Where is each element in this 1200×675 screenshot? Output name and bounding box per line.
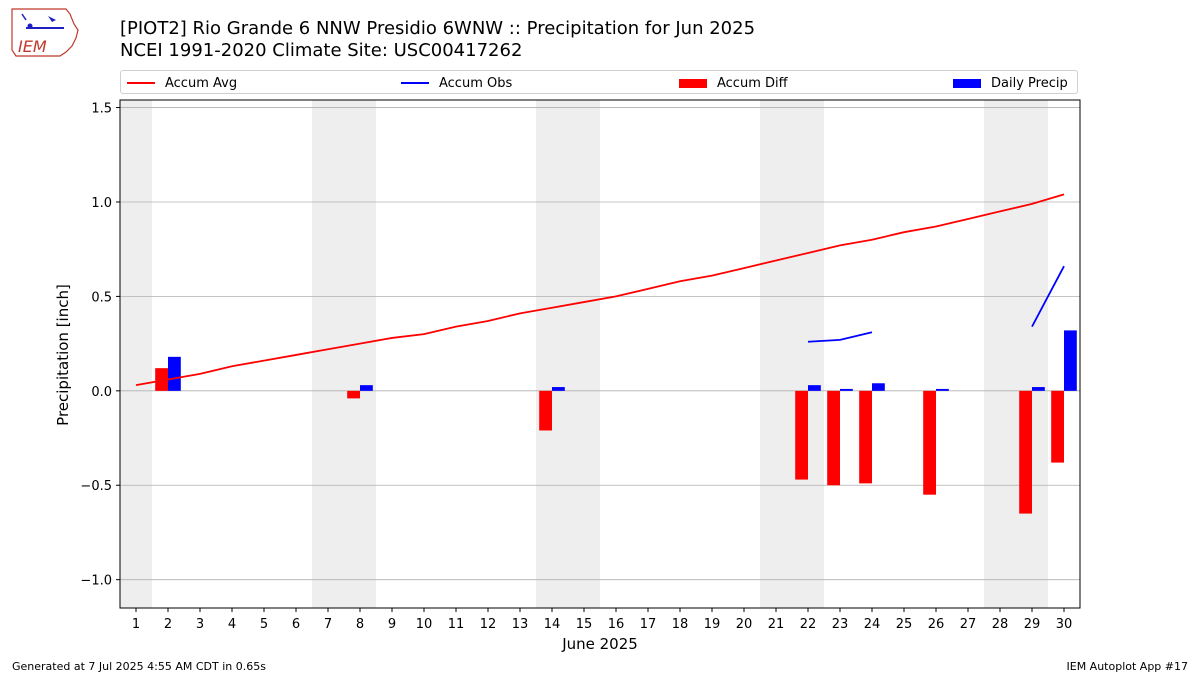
x-tick-label: 13 xyxy=(512,617,529,632)
accum-obs-line xyxy=(807,331,873,343)
title-line-1: [PIOT2] Rio Grande 6 NNW Presidio 6WNW :… xyxy=(120,18,756,39)
x-tick-label: 15 xyxy=(576,617,593,632)
legend-swatch-accum-diff xyxy=(679,78,707,88)
accum-diff-bar xyxy=(539,390,552,431)
x-tick-label: 7 xyxy=(324,617,332,632)
daily-precip-bar xyxy=(360,385,373,391)
daily-precip-bar xyxy=(552,387,565,391)
x-tick-label: 26 xyxy=(928,617,945,632)
x-tick-label: 14 xyxy=(544,617,561,632)
x-tick-label: 17 xyxy=(640,617,657,632)
x-tick-label: 30 xyxy=(1056,617,1073,632)
accum-diff-bar xyxy=(795,390,808,480)
accum-diff-bar xyxy=(859,390,872,484)
legend-label-accum-obs: Accum Obs xyxy=(439,75,513,91)
x-tick-label: 25 xyxy=(896,617,913,632)
daily-precip-bar xyxy=(808,385,821,391)
x-tick-label: 22 xyxy=(800,617,817,632)
legend-item-daily-precip: Daily Precip xyxy=(953,74,1068,92)
y-tick-label: −0.5 xyxy=(80,479,112,494)
y-axis-ticks: −1.0 −0.5 0.0 0.5 1.0 1.5 xyxy=(80,102,120,589)
x-tick-label: 6 xyxy=(292,617,300,632)
daily-precip-bar xyxy=(872,383,885,391)
accum-diff-bar xyxy=(827,390,840,486)
y-tick-label: 0.0 xyxy=(91,385,112,400)
daily-precip-bar xyxy=(168,356,181,391)
bar-series xyxy=(155,330,1077,514)
weekend-band xyxy=(312,100,376,608)
x-tick-label: 29 xyxy=(1024,617,1041,632)
daily-precip-bar xyxy=(840,388,853,391)
x-tick-label: 20 xyxy=(736,617,753,632)
line-series xyxy=(135,193,1065,387)
weekend-band xyxy=(984,100,1048,608)
accum-diff-bar xyxy=(923,390,936,495)
accum-diff-bar xyxy=(1019,390,1032,514)
x-tick-label: 28 xyxy=(992,617,1009,632)
y-gridlines xyxy=(120,107,1080,581)
daily-precip-bar xyxy=(1064,330,1077,391)
weekend-shading xyxy=(120,100,1048,608)
x-tick-label: 18 xyxy=(672,617,689,632)
x-tick-label: 3 xyxy=(196,617,204,632)
x-tick-label: 16 xyxy=(608,617,625,632)
legend-item-accum-avg: Accum Avg xyxy=(127,74,237,92)
legend-label-accum-diff: Accum Diff xyxy=(717,75,788,91)
chart-title: [PIOT2] Rio Grande 6 NNW Presidio 6WNW :… xyxy=(120,18,755,62)
weekend-band xyxy=(536,100,600,608)
axes xyxy=(119,99,1081,609)
x-tick-label: 2 xyxy=(164,617,172,632)
iem-logo-graphic: IEM xyxy=(11,8,79,57)
iem-logo: IEM xyxy=(8,6,80,58)
x-tick-label: 27 xyxy=(960,617,977,632)
y-axis-label: Precipitation [inch] xyxy=(54,284,72,426)
legend-label-accum-avg: Accum Avg xyxy=(165,75,238,91)
daily-precip-bar xyxy=(936,388,949,391)
x-tick-label: 4 xyxy=(228,617,236,632)
y-tick-label: 1.5 xyxy=(91,102,112,117)
generated-timestamp: Generated at 7 Jul 2025 4:55 AM CDT in 0… xyxy=(12,660,266,673)
accum-obs-line xyxy=(1031,265,1065,328)
x-tick-label: 11 xyxy=(448,617,465,632)
accum-diff-bar xyxy=(155,368,168,391)
legend-item-accum-obs: Accum Obs xyxy=(401,74,512,92)
accum-diff-bar xyxy=(347,390,360,399)
x-axis-ticks: 1 2 3 4 5 6 7 8 9 10 11 12 13 14 15 16 17 18 19 20 21 22 23 24 2… xyxy=(132,608,1072,632)
weekend-band xyxy=(760,100,824,608)
x-tick-label: 21 xyxy=(768,617,785,632)
accum-diff-bar xyxy=(1051,390,1064,463)
legend-swatch-daily-precip xyxy=(953,78,981,88)
y-tick-label: −1.0 xyxy=(80,574,112,589)
chart-legend: Accum Avg Accum Obs Accum Diff Daily Pre… xyxy=(120,70,1078,94)
plot-frame xyxy=(119,99,1081,609)
title-line-2: NCEI 1991-2020 Climate Site: USC00417262 xyxy=(120,40,523,61)
y-tick-label: 1.0 xyxy=(91,196,112,211)
app-credit: IEM Autoplot App #17 xyxy=(1066,660,1189,673)
legend-swatch-accum-avg xyxy=(127,82,155,84)
x-tick-label: 19 xyxy=(704,617,721,632)
x-tick-label: 12 xyxy=(480,617,497,632)
x-axis-label: June 2025 xyxy=(561,635,638,653)
x-tick-label: 23 xyxy=(832,617,849,632)
accum-avg-line xyxy=(135,193,1065,387)
x-tick-label: 8 xyxy=(356,617,364,632)
daily-precip-bar xyxy=(1032,387,1045,391)
x-tick-label: 5 xyxy=(260,617,268,632)
weekend-band xyxy=(120,100,152,608)
x-tick-label: 9 xyxy=(388,617,396,632)
y-tick-label: 0.5 xyxy=(91,290,112,305)
x-tick-label: 10 xyxy=(416,617,433,632)
iem-logo-text: IEM xyxy=(18,37,47,56)
legend-swatch-accum-obs xyxy=(401,82,429,84)
legend-label-daily-precip: Daily Precip xyxy=(991,75,1068,91)
legend-item-accum-diff: Accum Diff xyxy=(679,74,788,92)
x-tick-label: 1 xyxy=(132,617,140,632)
x-tick-label: 24 xyxy=(864,617,881,632)
